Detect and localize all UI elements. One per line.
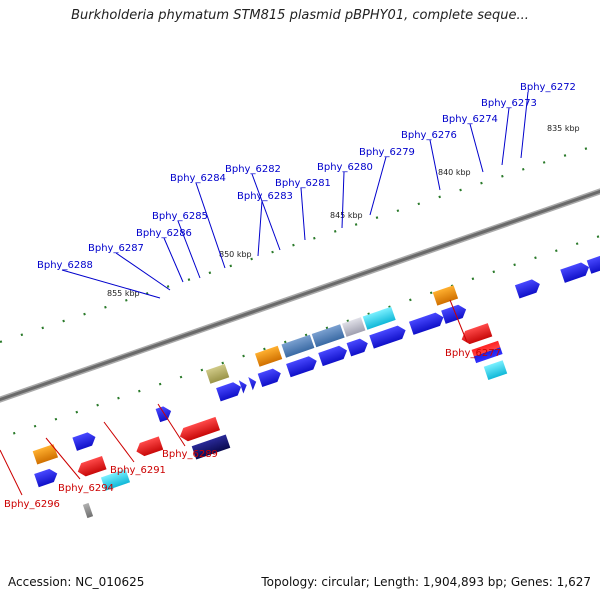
gene-track[interactable] xyxy=(21,205,600,530)
kbp-label: 840 kbp xyxy=(438,168,471,177)
gene-arrow xyxy=(286,356,317,378)
gene-arrow xyxy=(32,444,59,465)
accession-text: Accession: NC_010625 xyxy=(8,575,145,589)
reverse-label-text: Bphy_6277 Bphy_6289 Bphy_6291 Bphy_6294 … xyxy=(4,348,501,510)
map-title: Burkholderia phymatum STM815 plasmid pBP… xyxy=(71,8,529,23)
gene-label-bphy-6280: Bphy_6280 xyxy=(317,162,373,173)
gene-arrow xyxy=(191,434,231,460)
gene-label-bphy-6272: Bphy_6272 xyxy=(520,82,576,93)
gene-arrow xyxy=(483,360,508,381)
gene-arrow xyxy=(362,306,396,330)
gene-label-bphy-6276: Bphy_6276 xyxy=(401,130,457,141)
gene-arrow xyxy=(238,380,247,394)
reverse-strand[interactable] xyxy=(70,263,600,519)
gene-arrow xyxy=(318,345,347,367)
gene-label-bphy-6273: Bphy_6273 xyxy=(481,98,537,109)
gene-arrow xyxy=(409,312,444,335)
gene-label-bphy-6288: Bphy_6288 xyxy=(37,260,93,271)
gene-arrow xyxy=(441,304,467,324)
gene-arrow xyxy=(432,285,459,306)
gene-arrow xyxy=(346,338,368,357)
forward-label-text: Bphy_6272 Bphy_6273 Bphy_6274 Bphy_6276 … xyxy=(37,82,576,271)
gene-arrow xyxy=(248,377,257,391)
gene-arrow xyxy=(77,455,107,477)
gene-label-bphy-6285: Bphy_6285 xyxy=(152,211,208,222)
gene-label-bphy-6289: Bphy_6289 xyxy=(162,449,218,460)
backbone xyxy=(0,188,600,403)
gene-label-bphy-6284: Bphy_6284 xyxy=(170,173,226,184)
kbp-labels: 835 kbp 840 kbp 845 kbp 850 kbp 855 kbp xyxy=(107,124,580,298)
gene-label-bphy-6277: Bphy_6277 xyxy=(445,348,501,359)
gene-arrow xyxy=(100,469,131,491)
gene-arrow xyxy=(311,324,345,348)
gene-arrow xyxy=(72,432,96,451)
gene-arrow xyxy=(560,262,590,283)
gene-arrow xyxy=(257,368,281,388)
gene-arrow xyxy=(514,279,540,299)
kbp-label: 845 kbp xyxy=(330,211,363,220)
gene-arrow xyxy=(586,255,600,274)
gene-arrow xyxy=(281,334,315,358)
kbp-label: 855 kbp xyxy=(107,289,140,298)
gene-arrow xyxy=(82,502,94,519)
gene-arrow xyxy=(461,323,493,345)
gene-arrow xyxy=(205,363,230,384)
gene-label-bphy-6274: Bphy_6274 xyxy=(442,114,498,125)
reverse-labels xyxy=(0,299,468,496)
gene-arrow xyxy=(369,325,406,349)
gene-label-bphy-6279: Bphy_6279 xyxy=(359,147,415,158)
gene-arrow xyxy=(216,382,242,402)
gene-label-bphy-6283: Bphy_6283 xyxy=(237,191,293,202)
kbp-label: 835 kbp xyxy=(547,124,580,133)
forward-strand[interactable] xyxy=(21,205,600,488)
gene-label-bphy-6291: Bphy_6291 xyxy=(110,465,166,476)
kbp-label: 850 kbp xyxy=(219,250,252,259)
gene-arrow xyxy=(471,340,503,364)
forward-labels xyxy=(61,91,529,299)
gene-label-bphy-6287: Bphy_6287 xyxy=(88,243,144,254)
gene-arrow xyxy=(341,317,366,337)
gene-arrow xyxy=(254,345,283,367)
gene-label-bphy-6294: Bphy_6294 xyxy=(58,483,114,494)
gene-arrow xyxy=(179,416,221,442)
gene-arrow xyxy=(34,468,58,488)
gene-label-bphy-6286: Bphy_6286 xyxy=(136,228,192,239)
gene-arrow xyxy=(136,436,164,457)
genome-summary-text: Topology: circular; Length: 1,904,893 bp… xyxy=(261,575,591,589)
gene-label-bphy-6296: Bphy_6296 xyxy=(4,499,60,510)
gene-label-bphy-6282: Bphy_6282 xyxy=(225,164,281,175)
gene-label-bphy-6281: Bphy_6281 xyxy=(275,178,331,189)
